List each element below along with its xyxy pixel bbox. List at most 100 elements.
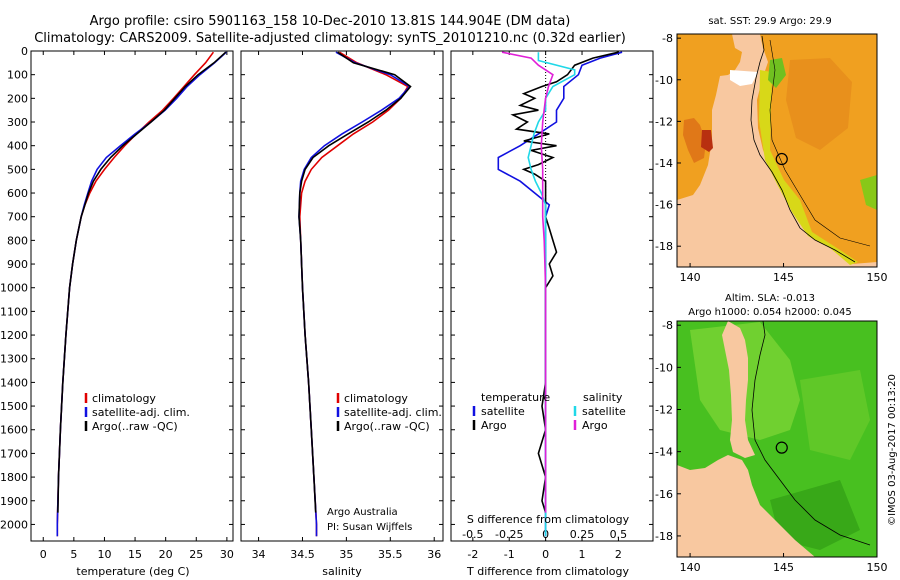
sst-map-frame [676, 33, 878, 268]
sla-map-lat-label: -12 [655, 404, 673, 417]
s-difference-xtick-label: 0.5 [610, 528, 628, 541]
depth-tick-label: 0 [21, 45, 28, 58]
sla-float-marker [775, 441, 788, 454]
salinity-legend-label: satellite-adj. clim. [344, 406, 442, 419]
s-difference-xlabel: S difference from climatology [467, 513, 630, 526]
sla-map-ticks: 140 145 150 -8 -10 -12 -14 -16 -18 [655, 319, 887, 574]
figure-title: Argo profile: csiro 5901163_158 10-Dec-2… [90, 14, 571, 29]
depth-tick-label: 1400 [0, 376, 28, 389]
sla-map-image [677, 321, 877, 557]
depth-tick-label: 800 [7, 234, 28, 247]
sla-reef-contour [751, 321, 871, 546]
sst-missing-data [730, 70, 758, 86]
temperature-xtick-label: 5 [70, 548, 77, 561]
sst-map-lat-label: -14 [655, 157, 673, 170]
difference-legend-temperature-title: temperature [481, 391, 550, 404]
temperature-legend-label: satellite-adj. clim. [92, 406, 190, 419]
difference-xtick-label: 1 [579, 548, 586, 561]
sst-cool-patch [768, 58, 786, 88]
depth-tick-label: 100 [7, 69, 28, 82]
temperature-xtick-label: 20 [159, 548, 173, 561]
temperature-lines [56, 51, 227, 537]
salinity-xtick-label: 35 [339, 548, 353, 561]
depth-tick-label: 1300 [0, 353, 28, 366]
salinity-lines [298, 51, 412, 537]
difference-xtick-label: 0 [542, 548, 549, 561]
depth-tick-label: 300 [7, 116, 28, 129]
salinity-panel: 34 34.5 35 35.5 36 salinity climatologysatel… [240, 50, 444, 578]
sst-coastline [750, 35, 856, 263]
depth-tick-label: 1900 [0, 495, 28, 508]
sst-map-image [677, 34, 877, 267]
sla-light-patch-2 [800, 370, 870, 460]
depth-tick-label: 1700 [0, 447, 28, 460]
sst-map-lat-label: -8 [662, 32, 673, 45]
depth-tick-label: 1100 [0, 305, 28, 318]
sla-map-frame [676, 320, 878, 558]
depth-tick-label: 400 [7, 140, 28, 153]
sst-map-title: sat. SST: 29.9 Argo: 29.9 [708, 16, 831, 27]
temperature-line-argo-raw-qc [57, 51, 227, 513]
depth-tick-label: 1500 [0, 400, 28, 413]
sst-map-lon-label: 140 [680, 271, 701, 284]
depth-tick-label: 700 [7, 211, 28, 224]
salinity-xtick-label: 34 [252, 548, 266, 561]
difference-legend-label: Argo [481, 419, 507, 432]
temperature-xtick-label: 30 [220, 548, 234, 561]
sla-map-lat-label: -16 [655, 488, 673, 501]
sst-east-patch [860, 175, 877, 210]
sla-cape-york [722, 321, 755, 458]
sla-dark-patch [770, 480, 860, 550]
depth-tick-label: 2000 [0, 518, 28, 531]
salinity-legend-label: Argo(..raw -QC) [344, 420, 430, 433]
temperature-xtick-label: 15 [128, 548, 142, 561]
salinity-plot-frame [240, 50, 444, 542]
sla-land-south [677, 455, 815, 557]
sla-map-lat-label: -8 [662, 319, 673, 332]
difference-legend-label: satellite [582, 405, 626, 418]
sst-map-lat-label: -12 [655, 115, 673, 128]
salinity-legend-label: climatology [344, 392, 408, 405]
sla-map-lat-label: -14 [655, 446, 673, 459]
sla-map-lon-label: 140 [680, 561, 701, 574]
temperature-plot-frame [30, 50, 234, 542]
difference-legend-salinity-title: salinity [583, 391, 623, 404]
sst-coastal-band [759, 70, 858, 265]
sst-map-lat-label: -16 [655, 199, 673, 212]
sst-map-lon-label: 150 [867, 271, 888, 284]
sst-map-lat-label: -18 [655, 240, 673, 253]
sst-float-marker [775, 152, 788, 166]
sst-coral-warm-patch [786, 58, 852, 150]
s-difference-xtick-label: -0.25 [495, 528, 523, 541]
temperature-xtick-label: 10 [97, 548, 111, 561]
difference-xtick-label: -1 [504, 548, 515, 561]
temperature-axis-ticks: 0 5 10 15 20 25 300100200300400500600700800900… [0, 45, 234, 561]
sla-map-panel: Altim. SLA: -0.013 Argo h1000: 0.054 h20… [655, 293, 887, 574]
sla-map-lon-label: 145 [773, 561, 794, 574]
t-difference-xlabel: T difference from climatology [466, 565, 629, 578]
salinity-line-argo-raw-qc [298, 51, 412, 513]
depth-tick-label: 200 [7, 92, 28, 105]
pi-text: PI: Susan Wijffels [327, 522, 412, 533]
s-difference-xtick-label: 0.25 [570, 528, 595, 541]
salinity-xlabel: salinity [322, 565, 362, 578]
sst-reef-contour [769, 39, 871, 247]
sst-warm-patch [683, 118, 706, 163]
difference-legend-label: Argo [582, 419, 608, 432]
depth-tick-label: 500 [7, 163, 28, 176]
difference-xtick-label: 2 [615, 548, 622, 561]
sla-map-lon-label: 150 [867, 561, 888, 574]
temperature-legend-label: Argo(..raw -QC) [92, 420, 178, 433]
difference-panel: -2-1012-0.5-0.2500.250.5 S difference fr… [450, 50, 654, 578]
sst-map-lat-label: -10 [655, 74, 673, 87]
sla-map-lat-label: -18 [655, 530, 673, 543]
depth-tick-label: 1200 [0, 329, 28, 342]
salinity-xtick-label: 34.5 [290, 548, 315, 561]
temperature-xtick-label: 25 [189, 548, 203, 561]
difference-lines [497, 51, 623, 537]
difference-plot-frame [450, 50, 654, 542]
figure-subtitle: Climatology: CARS2009. Satellite-adjuste… [34, 31, 626, 46]
depth-tick-label: 1600 [0, 424, 28, 437]
